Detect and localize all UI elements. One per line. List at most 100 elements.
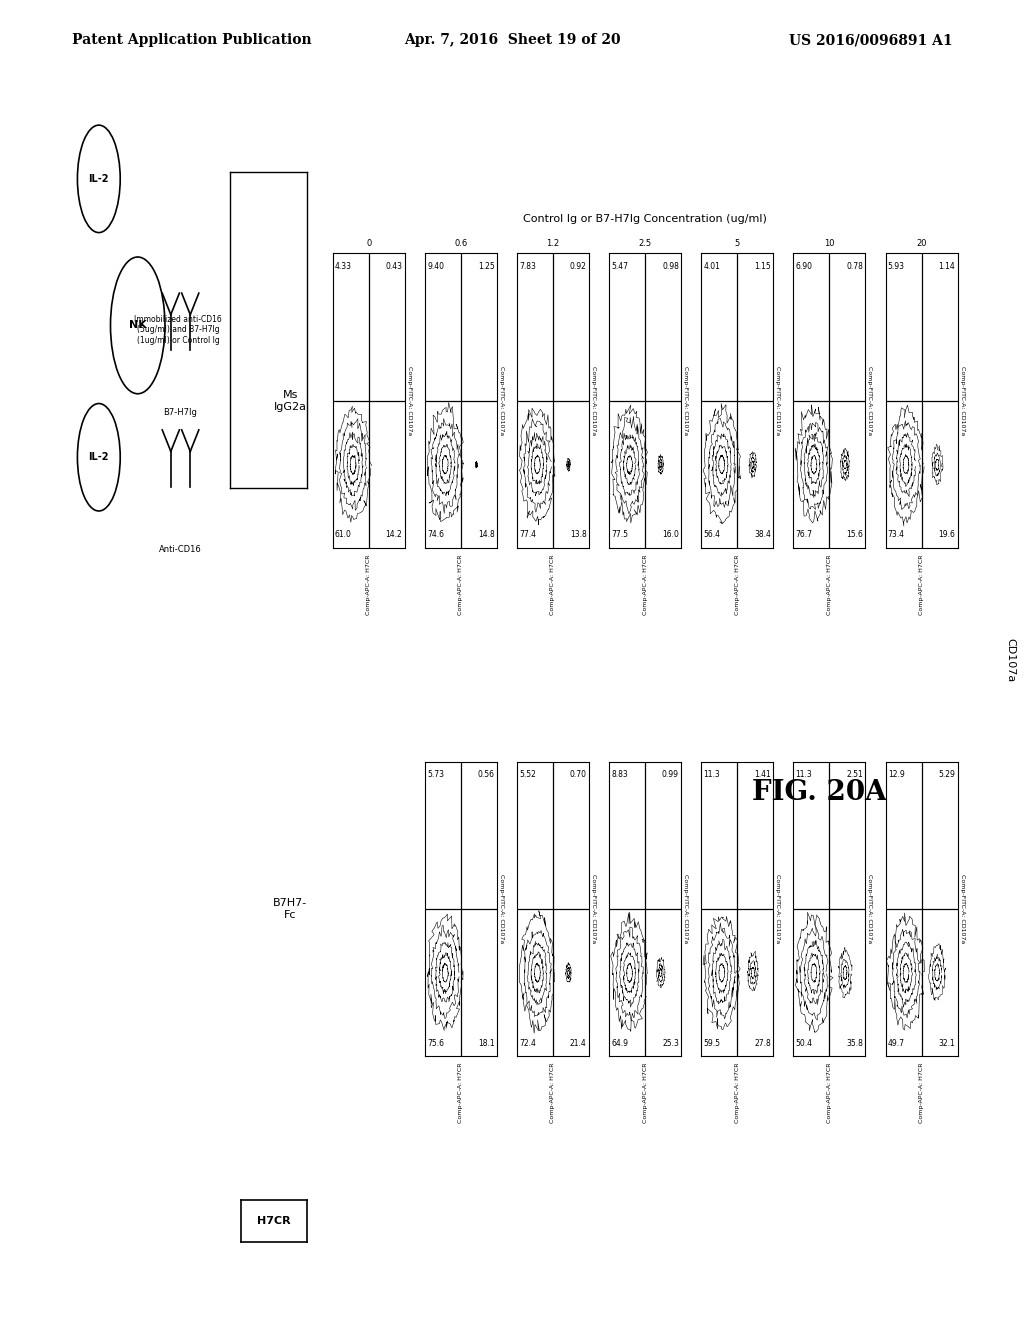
Text: 1.2: 1.2 <box>547 239 559 248</box>
Text: 2.5: 2.5 <box>639 239 651 248</box>
Text: 0.70: 0.70 <box>569 771 587 780</box>
Text: FIG. 20A: FIG. 20A <box>752 779 887 805</box>
Text: 50.4: 50.4 <box>796 1039 813 1048</box>
Text: 5.52: 5.52 <box>519 771 536 780</box>
Text: Comp-FITC-A: CD107a: Comp-FITC-A: CD107a <box>775 874 780 944</box>
Text: Comp-FITC-A: CD107a: Comp-FITC-A: CD107a <box>591 874 596 944</box>
Text: 0.43: 0.43 <box>385 263 402 272</box>
Text: Comp-APC-A: H7CR: Comp-APC-A: H7CR <box>367 554 371 615</box>
Text: Comp-APC-A: H7CR: Comp-APC-A: H7CR <box>920 1063 924 1123</box>
Text: Comp-FITC-A: CD107a: Comp-FITC-A: CD107a <box>407 366 412 436</box>
Text: 59.5: 59.5 <box>703 1039 721 1048</box>
Text: 16.0: 16.0 <box>663 531 679 540</box>
Text: Comp-APC-A: H7CR: Comp-APC-A: H7CR <box>551 1063 555 1123</box>
Text: Apr. 7, 2016  Sheet 19 of 20: Apr. 7, 2016 Sheet 19 of 20 <box>403 33 621 48</box>
Text: Comp-APC-A: H7CR: Comp-APC-A: H7CR <box>827 1063 831 1123</box>
Text: 14.2: 14.2 <box>386 531 402 540</box>
Text: 8.83: 8.83 <box>611 771 628 780</box>
Text: Ms
IgG2a: Ms IgG2a <box>274 389 307 412</box>
Text: 14.8: 14.8 <box>478 531 495 540</box>
Text: Comp-FITC-A: CD107a: Comp-FITC-A: CD107a <box>683 874 688 944</box>
Text: Comp-FITC-A: CD107a: Comp-FITC-A: CD107a <box>867 874 872 944</box>
Text: 19.6: 19.6 <box>939 531 955 540</box>
Text: 5.29: 5.29 <box>939 771 955 780</box>
Text: B7-H7Ig: B7-H7Ig <box>164 408 198 417</box>
Text: Control Ig or B7-H7Ig Concentration (ug/ml): Control Ig or B7-H7Ig Concentration (ug/… <box>523 214 767 224</box>
Text: 18.1: 18.1 <box>478 1039 495 1048</box>
Text: Comp-APC-A: H7CR: Comp-APC-A: H7CR <box>551 554 555 615</box>
Text: 6.90: 6.90 <box>796 263 813 272</box>
Text: B7H7-
Fc: B7H7- Fc <box>273 898 307 920</box>
Text: 11.3: 11.3 <box>796 771 812 780</box>
Text: 4.33: 4.33 <box>335 263 352 272</box>
Text: 0.56: 0.56 <box>477 771 495 780</box>
Text: Comp-APC-A: H7CR: Comp-APC-A: H7CR <box>827 554 831 615</box>
Text: US 2016/0096891 A1: US 2016/0096891 A1 <box>788 33 952 48</box>
Text: Immobilized anti-CD16
(5ug/ml) and B7-H7Ig
(1ug/ml) or Control Ig: Immobilized anti-CD16 (5ug/ml) and B7-H7… <box>134 315 222 345</box>
Text: Comp-APC-A: H7CR: Comp-APC-A: H7CR <box>643 554 647 615</box>
Text: 15.6: 15.6 <box>847 531 863 540</box>
Text: 11.3: 11.3 <box>703 771 720 780</box>
Text: 9.40: 9.40 <box>427 263 444 272</box>
Text: 73.4: 73.4 <box>888 531 905 540</box>
Text: NK: NK <box>129 321 146 330</box>
Text: Anti-CD16: Anti-CD16 <box>159 545 202 554</box>
Text: 74.6: 74.6 <box>427 531 444 540</box>
Text: CD107a: CD107a <box>1006 638 1016 682</box>
Text: Comp-APC-A: H7CR: Comp-APC-A: H7CR <box>920 554 924 615</box>
Text: 56.4: 56.4 <box>703 531 721 540</box>
Text: 0.92: 0.92 <box>570 263 587 272</box>
Text: 25.3: 25.3 <box>663 1039 679 1048</box>
Text: 0.6: 0.6 <box>455 239 467 248</box>
Text: IL-2: IL-2 <box>88 174 110 183</box>
Text: Comp-APC-A: H7CR: Comp-APC-A: H7CR <box>459 1063 463 1123</box>
Text: 35.8: 35.8 <box>847 1039 863 1048</box>
Text: Comp-FITC-A: CD107a: Comp-FITC-A: CD107a <box>591 366 596 436</box>
Text: H7CR: H7CR <box>257 1216 291 1226</box>
Text: 72.4: 72.4 <box>519 1039 536 1048</box>
Text: 77.4: 77.4 <box>519 531 537 540</box>
Text: 75.6: 75.6 <box>427 1039 444 1048</box>
Text: Patent Application Publication: Patent Application Publication <box>72 33 311 48</box>
Text: 0.78: 0.78 <box>847 263 863 272</box>
Text: 61.0: 61.0 <box>335 531 351 540</box>
Text: 0.99: 0.99 <box>662 771 679 780</box>
Text: Comp-FITC-A: CD107a: Comp-FITC-A: CD107a <box>775 366 780 436</box>
Text: 12.9: 12.9 <box>888 771 904 780</box>
Text: 10: 10 <box>824 239 835 248</box>
Text: 20: 20 <box>916 239 927 248</box>
Text: Comp-FITC-A: CD107a: Comp-FITC-A: CD107a <box>959 874 965 944</box>
Text: 49.7: 49.7 <box>888 1039 905 1048</box>
Text: 64.9: 64.9 <box>611 1039 629 1048</box>
Text: 27.8: 27.8 <box>755 1039 771 1048</box>
Text: 21.4: 21.4 <box>570 1039 587 1048</box>
Text: 2.51: 2.51 <box>847 771 863 780</box>
Text: 5.47: 5.47 <box>611 263 629 272</box>
Text: Comp-APC-A: H7CR: Comp-APC-A: H7CR <box>643 1063 647 1123</box>
Text: 5.93: 5.93 <box>888 263 905 272</box>
Text: Comp-APC-A: H7CR: Comp-APC-A: H7CR <box>735 1063 739 1123</box>
Text: 76.7: 76.7 <box>796 531 813 540</box>
Text: 7.83: 7.83 <box>519 263 536 272</box>
Text: IL-2: IL-2 <box>88 453 110 462</box>
Text: 1.14: 1.14 <box>939 263 955 272</box>
Text: Comp-FITC-A: CD107a: Comp-FITC-A: CD107a <box>959 366 965 436</box>
Text: 1.15: 1.15 <box>755 263 771 272</box>
Text: 1.41: 1.41 <box>755 771 771 780</box>
Text: 38.4: 38.4 <box>755 531 771 540</box>
Text: 5.73: 5.73 <box>427 771 444 780</box>
Text: Comp-FITC-A: CD107a: Comp-FITC-A: CD107a <box>499 874 504 944</box>
Text: Comp-APC-A: H7CR: Comp-APC-A: H7CR <box>735 554 739 615</box>
Text: 1.25: 1.25 <box>478 263 495 272</box>
Text: Comp-FITC-A: CD107a: Comp-FITC-A: CD107a <box>867 366 872 436</box>
Text: 0.98: 0.98 <box>663 263 679 272</box>
Text: Comp-APC-A: H7CR: Comp-APC-A: H7CR <box>459 554 463 615</box>
Text: 0: 0 <box>366 239 372 248</box>
Text: 4.01: 4.01 <box>703 263 720 272</box>
Text: Comp-FITC-A: CD107a: Comp-FITC-A: CD107a <box>499 366 504 436</box>
Text: 32.1: 32.1 <box>939 1039 955 1048</box>
Text: 77.5: 77.5 <box>611 531 629 540</box>
Text: Comp-FITC-A: CD107a: Comp-FITC-A: CD107a <box>683 366 688 436</box>
Text: 5: 5 <box>734 239 740 248</box>
Text: 13.8: 13.8 <box>570 531 587 540</box>
